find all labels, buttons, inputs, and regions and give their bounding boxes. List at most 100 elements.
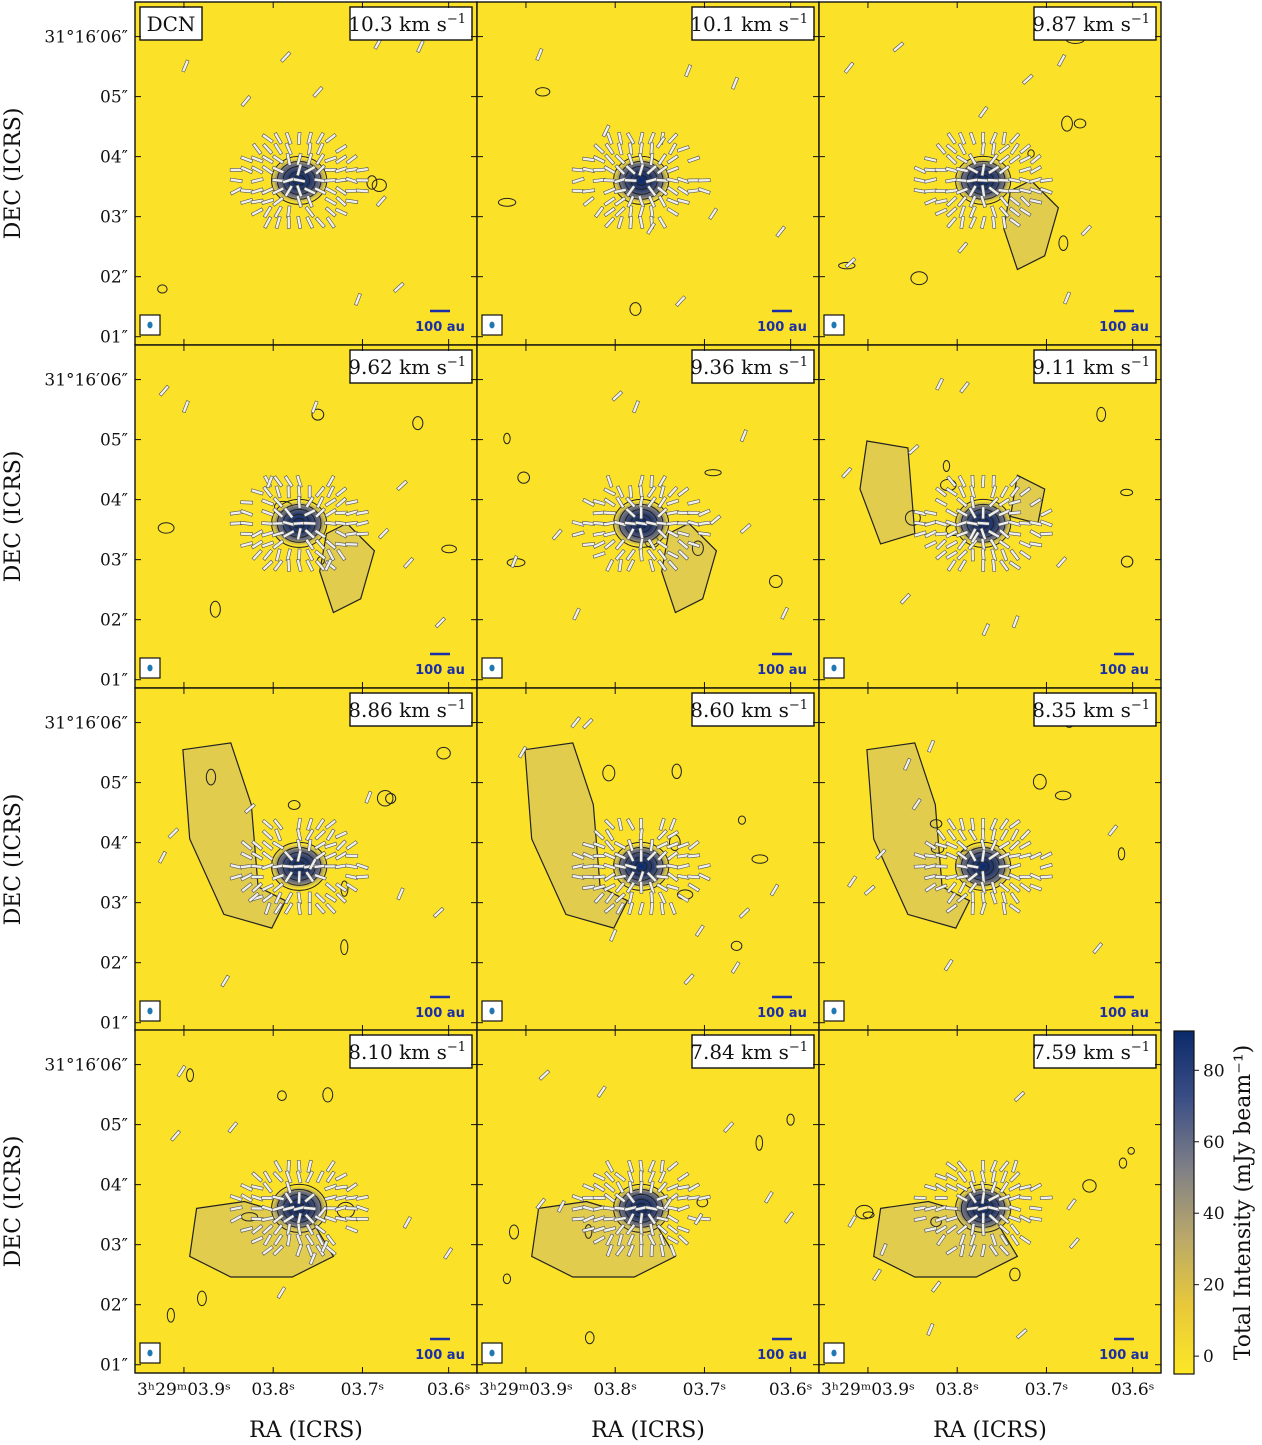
- polarization-vector: [969, 485, 977, 499]
- polarization-vector: [303, 508, 317, 518]
- polarization-vector: [240, 1183, 254, 1192]
- polarization-vector: [666, 529, 680, 539]
- polarization-vector: [274, 485, 282, 499]
- polarization-vectors: [843, 41, 1092, 305]
- polarization-vector: [571, 520, 585, 527]
- polarization-vector: [313, 1214, 327, 1224]
- noise-contour: [186, 1068, 194, 1083]
- polarization-vector: [272, 496, 284, 509]
- polarization-vector: [666, 207, 680, 217]
- ytick-label: 03″: [100, 894, 128, 914]
- polarization-vector: [1000, 1170, 1009, 1184]
- polarization-vector: [656, 1223, 669, 1235]
- polarization-vector: [244, 803, 256, 814]
- polarization-vector: [657, 216, 667, 229]
- polarization-vector: [1039, 862, 1053, 870]
- polarization-vector: [1018, 187, 1032, 194]
- polarization-vector: [271, 165, 285, 175]
- polarization-vector: [283, 1191, 294, 1205]
- polarization-vector: [946, 881, 958, 894]
- polarization-vector: [605, 474, 614, 488]
- polarization-vector: [930, 1280, 942, 1293]
- polarization-vector: [615, 485, 625, 499]
- xtick-label: 03.7ˢ: [683, 1380, 727, 1400]
- beam-ellipse: [147, 664, 153, 672]
- polarization-vector: [305, 215, 315, 229]
- noise-contour: [157, 522, 175, 534]
- polarization-vector: [946, 132, 957, 145]
- polarization-vector: [1008, 510, 1022, 516]
- polarization-vector: [624, 178, 638, 183]
- polarization-vector: [697, 178, 711, 183]
- polarization-vector: [998, 1223, 1011, 1235]
- velocity-label-box: [349, 349, 473, 384]
- velocity-label-box: [1033, 6, 1157, 41]
- polarization-vector: [1029, 198, 1043, 205]
- polarization-vector: [315, 131, 325, 145]
- polarization-vector: [603, 1192, 616, 1204]
- polarization-vector: [624, 863, 638, 870]
- velocity-label-box: [349, 6, 473, 41]
- polarization-vector: [345, 499, 359, 506]
- polarization-vector: [626, 194, 635, 208]
- polarization-vector: [1039, 187, 1053, 195]
- polarization-vector: [970, 548, 975, 562]
- polarization-vector: [625, 1191, 636, 1204]
- polarization-vector: [335, 839, 347, 852]
- polarization-vector: [314, 164, 326, 176]
- polarization-vector: [250, 177, 264, 184]
- polarization-vector: [262, 1233, 273, 1247]
- velocity-label: 8.10 km s−1: [348, 1040, 466, 1064]
- polarization-vector: [991, 215, 997, 229]
- noise-contour: [1118, 1157, 1128, 1169]
- polarization-vector: [314, 902, 326, 915]
- polarization-vector: [355, 178, 369, 183]
- polarization-vector: [283, 849, 295, 862]
- noise-contour: [704, 469, 722, 477]
- polarization-vector: [924, 540, 938, 549]
- noise-contour: [629, 302, 642, 316]
- polarization-vector: [263, 901, 272, 915]
- polarization-vector: [250, 198, 264, 205]
- velocity-label: 10.1 km s−1: [690, 12, 808, 36]
- polarization-vector: [571, 1216, 585, 1222]
- polarization-vector: [240, 197, 254, 205]
- polarization-vector: [638, 215, 645, 229]
- polarization-vector: [261, 1245, 274, 1256]
- noise-contour: [209, 600, 221, 618]
- polarization-vector: [305, 548, 315, 562]
- polarization-vector: [956, 839, 969, 851]
- velocity-label-box: [1033, 692, 1157, 727]
- xtick-label: 3ʰ29ᵐ03.9ˢ: [137, 1380, 231, 1400]
- polarization-vector: [1107, 824, 1119, 837]
- polarization-vector: [1015, 1328, 1028, 1340]
- polarization-vector: [308, 857, 318, 871]
- polarization-vector: [261, 1215, 275, 1222]
- polarization-vector: [271, 530, 285, 538]
- polarization-vector: [739, 429, 748, 443]
- polarization-vector: [998, 205, 1010, 218]
- polarization-vector: [251, 1224, 264, 1235]
- noise-contour: [1120, 555, 1134, 568]
- polarization-vector: [582, 188, 596, 194]
- polarization-vector: [924, 882, 937, 893]
- polarization-vector: [605, 131, 614, 145]
- polarization-vector: [657, 195, 667, 208]
- polarization-vector: [980, 849, 986, 863]
- polarization-vector: [676, 145, 690, 153]
- polarization-vector: [998, 528, 1011, 540]
- polarization-vector: [604, 1171, 616, 1183]
- polarization-vector: [1001, 901, 1007, 915]
- polarization-vector: [999, 1233, 1010, 1247]
- polarization-vector: [709, 514, 722, 526]
- polarization-vector: [517, 745, 528, 759]
- velocity-label: 7.59 km s−1: [1032, 1040, 1150, 1064]
- polarization-vector: [240, 882, 253, 893]
- polarization-vector: [297, 1191, 302, 1205]
- polarization-vector: [645, 164, 658, 176]
- polarization-vector: [945, 166, 959, 174]
- polarization-vector: [272, 1171, 284, 1183]
- noise-contour: [340, 939, 349, 956]
- polarization-vector: [592, 551, 606, 559]
- polarization-vector: [656, 185, 669, 197]
